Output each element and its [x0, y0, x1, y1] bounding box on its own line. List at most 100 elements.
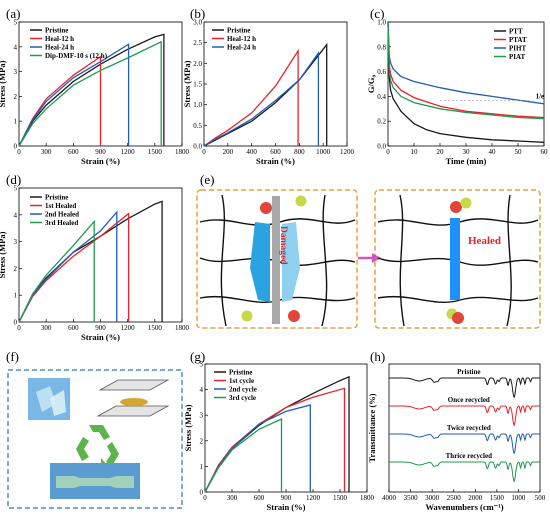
y-tick-label: 3: [14, 68, 18, 76]
healed-segment: [450, 218, 460, 300]
x-tick-label: 60: [541, 148, 549, 156]
series-line: [387, 21, 545, 105]
y-tick-label: 3.0: [193, 19, 202, 27]
series-line: [18, 200, 163, 323]
y-tick-label: 0.5: [193, 122, 202, 130]
x-tick-label: 600: [270, 148, 281, 156]
series-line: [18, 219, 95, 323]
damaged-segment-left: [250, 222, 270, 302]
x-tick-label: 0: [202, 148, 206, 156]
panel-label-b: (b): [190, 6, 205, 21]
spectrum-line: [389, 377, 540, 399]
x-tick-label: 600: [254, 494, 265, 502]
x-tick-label: 50: [515, 148, 523, 156]
spectrum-line: [389, 433, 540, 455]
y-tick-label: 0.8: [377, 43, 386, 51]
y-axis-title: Transmittance (%): [367, 393, 377, 462]
legend-label: Dip-DMF-10 s (12 h): [45, 52, 108, 60]
panel-label-c: (c): [370, 6, 384, 21]
damaged-segment-right: [282, 222, 300, 302]
y-tick-label: 1: [14, 118, 18, 126]
legend-label: Pristine: [229, 369, 252, 377]
y-tick-label: 2: [14, 265, 18, 273]
legend-label: Pristine: [45, 27, 68, 35]
x-tick-label: 4000: [382, 494, 397, 502]
legend-label: Heal-12 h: [45, 35, 74, 43]
healed-label: Healed: [468, 235, 501, 247]
spectrum-label: Thrice recycled: [446, 452, 492, 460]
x-tick-label: 0: [17, 324, 21, 332]
legend-label: Pristine: [45, 194, 68, 202]
y-tick-label: 1: [200, 463, 204, 471]
x-tick-label: 1200: [340, 148, 355, 156]
series-line: [387, 21, 545, 119]
x-tick-label: 20: [437, 148, 445, 156]
x-tick-label: 300: [41, 324, 52, 332]
annotation-label: 1/e: [536, 92, 545, 100]
chart-a: 0 300 600 900 1200 1500 1800 0 1 2 3 4 5 Strain (%) St…: [0, 19, 190, 167]
panel-label-a: (a): [6, 6, 20, 21]
damage-crack-bar: [272, 196, 280, 324]
x-tick-label: 300: [41, 148, 52, 156]
hydrogen-bond-node: [241, 310, 253, 322]
hydrogen-bond-node: [450, 201, 462, 213]
series-line: [18, 210, 118, 323]
series-line: [204, 417, 283, 493]
x-tick-label: 1800: [175, 324, 190, 332]
arrow-head-icon: [372, 253, 381, 263]
y-axis-title: Stress (MPa): [182, 60, 192, 107]
y-tick-label: 0: [14, 319, 18, 327]
y-tick-label: 2.0: [193, 60, 202, 68]
y-tick-label: 4: [200, 386, 204, 394]
legend-label: 3rd cycle: [229, 394, 256, 402]
y-tick-label: 5: [14, 19, 18, 27]
damaged-label: Damaged: [278, 226, 288, 265]
series-line: [203, 42, 328, 147]
x-tick-label: 1200: [121, 324, 136, 332]
x-axis-title: Strain (%): [267, 502, 306, 512]
y-tick-label: 0.0: [193, 143, 202, 151]
series-line: [18, 40, 162, 147]
x-tick-label: 1500: [333, 494, 348, 502]
legend-label: 2nd Healed: [45, 211, 79, 219]
x-tick-label: 1200: [306, 494, 321, 502]
x-tick-label: 900: [95, 324, 106, 332]
legend-label: PIAT: [509, 53, 526, 61]
y-tick-label: 0: [200, 489, 204, 497]
y-axis-title: G/G₀: [366, 74, 376, 93]
recycling-schematic-f: [7, 369, 183, 509]
spectrum-label: Twice recycled: [447, 424, 491, 432]
hot-press-bottom-plate: [96, 405, 170, 417]
series-line: [18, 43, 130, 147]
x-tick-label: 1800: [175, 148, 190, 156]
y-axis-title: Stress (MPa): [183, 404, 193, 451]
x-tick-label: 10: [411, 148, 419, 156]
hydrogen-bond-node: [452, 312, 464, 324]
x-tick-label: 3500: [404, 494, 419, 502]
x-tick-label: 200: [223, 148, 234, 156]
hot-press-top-plate: [98, 379, 170, 391]
x-tick-label: 2500: [447, 494, 462, 502]
x-axis-title: Strain (%): [81, 156, 120, 166]
legend-label: PIHT: [509, 45, 526, 53]
x-tick-label: 2000: [468, 494, 483, 502]
spectrum-line: [389, 461, 540, 483]
y-tick-label: 4: [14, 211, 18, 219]
plot-frame: [388, 363, 541, 493]
x-axis-title: Strain (%): [81, 332, 120, 342]
x-tick-label: 3000: [425, 494, 440, 502]
legend-label: Pristine: [227, 27, 250, 35]
chart-g: 0 300 600 900 1200 1500 1800 0 1 2 3 4 5 Strain (%) St…: [183, 361, 375, 513]
legend-label: PTT: [509, 28, 523, 36]
series-line: [18, 212, 130, 323]
y-tick-label: 0.6: [377, 68, 386, 76]
x-tick-label: 500: [535, 494, 546, 502]
series-line: [203, 50, 320, 147]
series-line: [203, 48, 299, 147]
x-tick-label: 1000: [511, 494, 526, 502]
x-tick-label: 0: [203, 494, 207, 502]
spectrum-line: [389, 405, 540, 427]
y-axis-title: Stress (MPa): [0, 231, 7, 278]
recycle-icon: [76, 425, 119, 472]
y-tick-label: 1.5: [193, 81, 202, 89]
